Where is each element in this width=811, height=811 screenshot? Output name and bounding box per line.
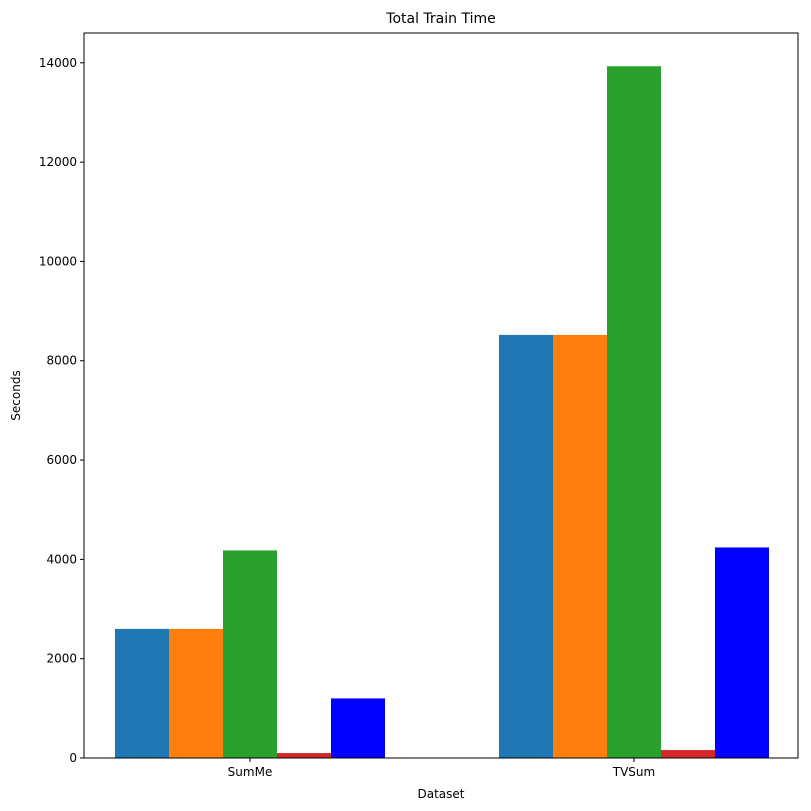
y-tick-label: 12000 [39, 155, 77, 169]
y-tick-label: 0 [69, 751, 77, 765]
y-tick-label: 8000 [46, 354, 77, 368]
bar-summe-1 [115, 628, 169, 758]
y-tick-label: 2000 [46, 652, 77, 666]
x-tick-label: SumMe [228, 765, 273, 779]
y-axis-label: Seconds [9, 370, 23, 420]
bar-tvsum-3 [607, 66, 661, 758]
x-axis: SumMe TVSum [228, 758, 655, 779]
bar-summe-2 [169, 628, 223, 758]
plot-frame [83, 32, 799, 759]
bar-tvsum-5 [715, 547, 769, 758]
y-tick-label: 4000 [46, 552, 77, 566]
y-tick-label: 14000 [39, 56, 77, 70]
x-tick-label: TVSum [612, 765, 655, 779]
y-axis: 0 2000 4000 6000 8000 10000 12000 14000 [39, 56, 84, 765]
bar-summe-4 [277, 753, 331, 758]
bar-tvsum-2 [553, 334, 607, 758]
y-tick-label: 6000 [46, 453, 77, 467]
y-tick-label: 10000 [39, 254, 77, 268]
chart-title: Total Train Time [385, 11, 495, 27]
bars [115, 66, 769, 758]
bar-summe-5 [331, 698, 385, 758]
bar-tvsum-4 [661, 750, 715, 758]
bar-summe-3 [223, 550, 277, 758]
x-axis-label: Dataset [418, 787, 465, 801]
bar-tvsum-1 [499, 334, 553, 758]
